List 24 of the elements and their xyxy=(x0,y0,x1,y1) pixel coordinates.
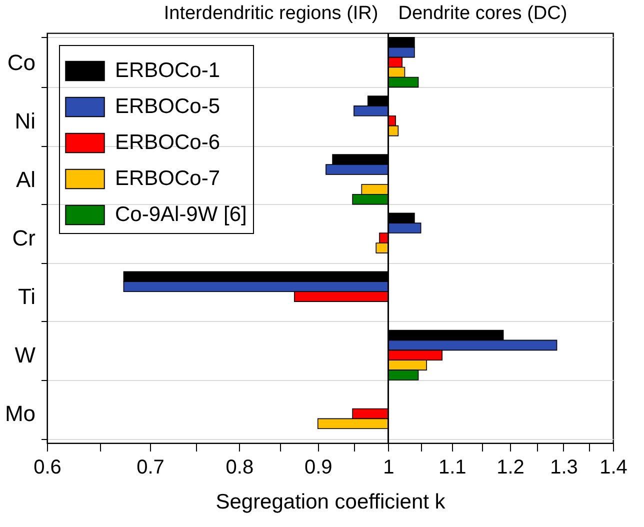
legend-label: ERBOCo-7 xyxy=(115,167,220,190)
y-tick-label: Ti xyxy=(18,284,36,310)
legend-label: ERBOCo-6 xyxy=(115,131,220,154)
y-tick-label: W xyxy=(14,342,36,368)
y-tick-label: Co xyxy=(7,50,36,75)
legend-label: ERBOCo-5 xyxy=(115,95,220,118)
x-tick-label: 0.8 xyxy=(226,456,254,478)
x-tick-label: 1 xyxy=(383,456,394,478)
x-axis-title: Segregation coefficient k xyxy=(216,490,446,514)
legend-label: ERBOCo-1 xyxy=(115,59,220,82)
x-tick-label: 0.7 xyxy=(136,456,164,478)
text: Interdendritic regions (IR) xyxy=(164,3,378,24)
x-tick-label: 1.1 xyxy=(438,456,466,478)
x-tick-label: 1.2 xyxy=(496,456,524,478)
x-tick-label: 0.9 xyxy=(304,456,332,478)
y-tick-label: Al xyxy=(16,166,36,192)
y-tick-label: Cr xyxy=(12,226,36,250)
x-tick-label: 1.3 xyxy=(550,456,578,478)
y-tick-label: Mo xyxy=(4,401,36,426)
y-tick-label: Ni xyxy=(14,108,36,134)
legend-label: Co-9Al-9W [6] xyxy=(115,203,247,226)
text: Dendrite cores (DC) xyxy=(398,3,568,24)
x-tick-label: 1.4 xyxy=(600,456,628,478)
x-tick-label: 0.6 xyxy=(34,456,62,478)
